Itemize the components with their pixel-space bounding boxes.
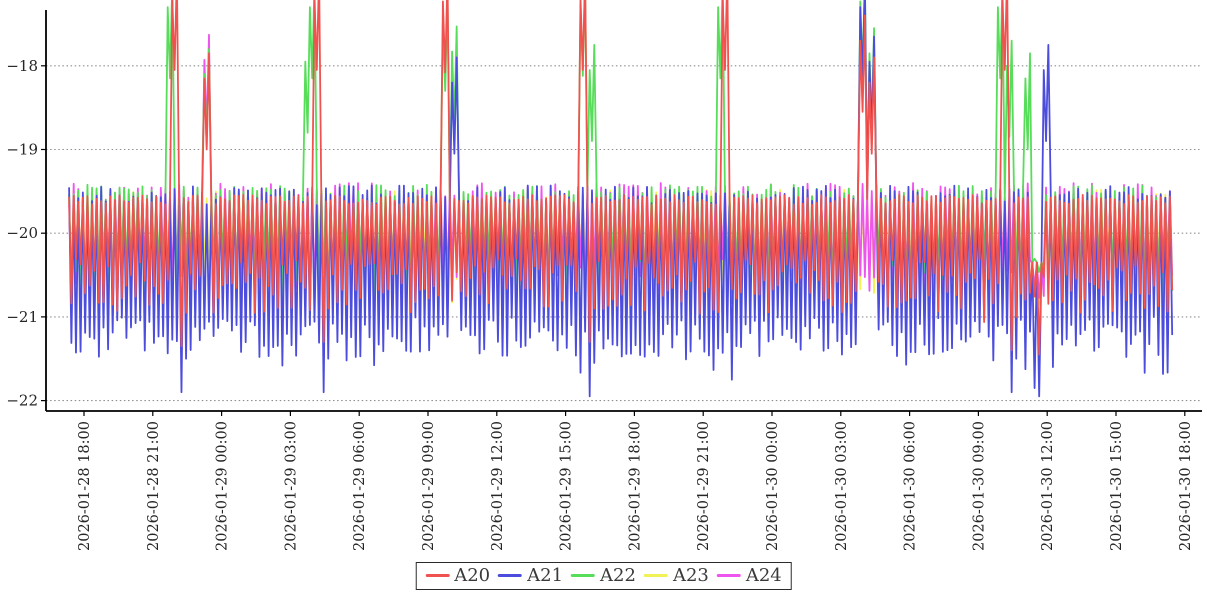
legend-label: A24 (745, 565, 782, 586)
x-axis-labels: 2026-01-28 18:00 2026-01-28 21:00 2026-01-… (77, 411, 1194, 551)
legend-label: A20 (454, 565, 491, 586)
x-tick-label: 2026-01-29 03:00 (283, 421, 299, 551)
x-tick-label: 2026-01-29 12:00 (490, 421, 506, 551)
y-tick-label: −18 (6, 57, 38, 75)
x-tick-label: 2026-01-29 00:00 (215, 421, 231, 551)
x-tick-label: 2026-01-30 06:00 (903, 421, 919, 551)
x-tick-label: 2026-01-29 15:00 (559, 421, 575, 551)
legend-line-swatch-a22 (571, 573, 596, 578)
x-tick-label: 2026-01-30 09:00 (971, 421, 987, 551)
legend-label: A22 (600, 565, 636, 586)
legend-line-swatch-a24 (716, 573, 741, 578)
x-tick-label: 2026-01-29 21:00 (696, 421, 712, 551)
axes (45, 10, 1202, 412)
legend-line-swatch-a23 (643, 573, 668, 578)
x-tick-label: 2026-01-30 12:00 (1040, 421, 1056, 551)
x-tick-label: 2026-01-29 06:00 (352, 421, 368, 551)
x-tick-label: 2026-01-30 15:00 (1109, 421, 1125, 551)
legend-line-swatch-a20 (425, 573, 450, 578)
x-tick-label: 2026-01-30 00:00 (765, 421, 781, 551)
y-tick-label: −20 (6, 224, 38, 242)
x-tick-label: 2026-01-29 09:00 (421, 421, 437, 551)
y-tick-label: −19 (6, 141, 38, 159)
y-tick-label: −21 (6, 308, 38, 326)
legend-label: A21 (527, 565, 564, 586)
x-tick-label: 2026-01-28 18:00 (77, 421, 93, 551)
x-tick-label: 2026-01-29 18:00 (627, 421, 643, 551)
legend: A20 A21 A22 A23 A24 (415, 562, 792, 590)
series-line-a20 (68, 0, 1174, 356)
y-axis-labels: −18 −19 −20 −21 −22 (6, 57, 46, 410)
legend-item-a20: A20 (425, 565, 490, 586)
series-lines (68, 0, 1174, 398)
legend-item-a23: A23 (643, 565, 709, 586)
legend-label: A23 (672, 565, 709, 586)
legend-item-a22: A22 (571, 565, 636, 586)
legend-item-a21: A21 (498, 565, 563, 586)
legend-line-swatch-a21 (498, 573, 523, 578)
x-tick-label: 2026-01-28 21:00 (146, 421, 162, 551)
x-tick-label: 2026-01-30 03:00 (834, 421, 850, 551)
x-tick-label: 2026-01-30 18:00 (1178, 421, 1194, 551)
y-tick-label: −22 (6, 392, 38, 410)
legend-item-a24: A24 (716, 565, 782, 586)
